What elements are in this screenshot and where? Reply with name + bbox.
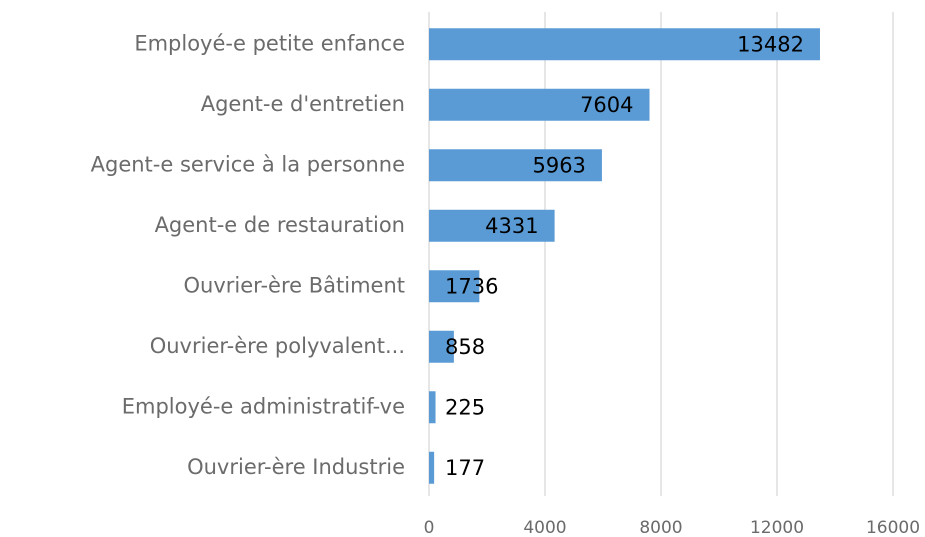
value-label: 13482 [737, 32, 804, 56]
bar [429, 451, 435, 484]
y-tick-label: Agent-e d'entretien [201, 92, 405, 116]
y-tick-label: Ouvrier-ère Industrie [187, 455, 405, 479]
bar [429, 270, 480, 303]
value-label: 4331 [485, 214, 538, 238]
y-tick-label: Agent-e de restauration [155, 213, 405, 237]
value-label: 5963 [532, 153, 585, 177]
value-label: 1736 [445, 274, 498, 298]
x-tick-label: 8000 [639, 518, 682, 537]
bar [429, 209, 555, 242]
value-label: 225 [445, 395, 485, 419]
value-label: 858 [445, 335, 485, 359]
value-label: 7604 [580, 93, 633, 117]
bar [429, 330, 454, 363]
x-tick-label: 16000 [866, 518, 920, 537]
y-tick-label: Ouvrier-ère polyvalent... [150, 334, 405, 358]
bar [429, 88, 650, 121]
y-tick-label: Agent-e service à la personne [91, 152, 405, 176]
bar [429, 391, 436, 424]
x-tick-label: 12000 [750, 518, 804, 537]
x-tick-label: 4000 [523, 518, 566, 537]
value-label: 177 [445, 456, 485, 480]
x-tick-label: 0 [424, 518, 435, 537]
bar [429, 28, 820, 61]
y-tick-label: Employé-e petite enfance [134, 31, 405, 55]
bar [429, 149, 602, 182]
y-tick-label: Ouvrier-ère Bâtiment [184, 273, 405, 297]
y-tick-label: Employé-e administratif-ve [122, 394, 405, 418]
